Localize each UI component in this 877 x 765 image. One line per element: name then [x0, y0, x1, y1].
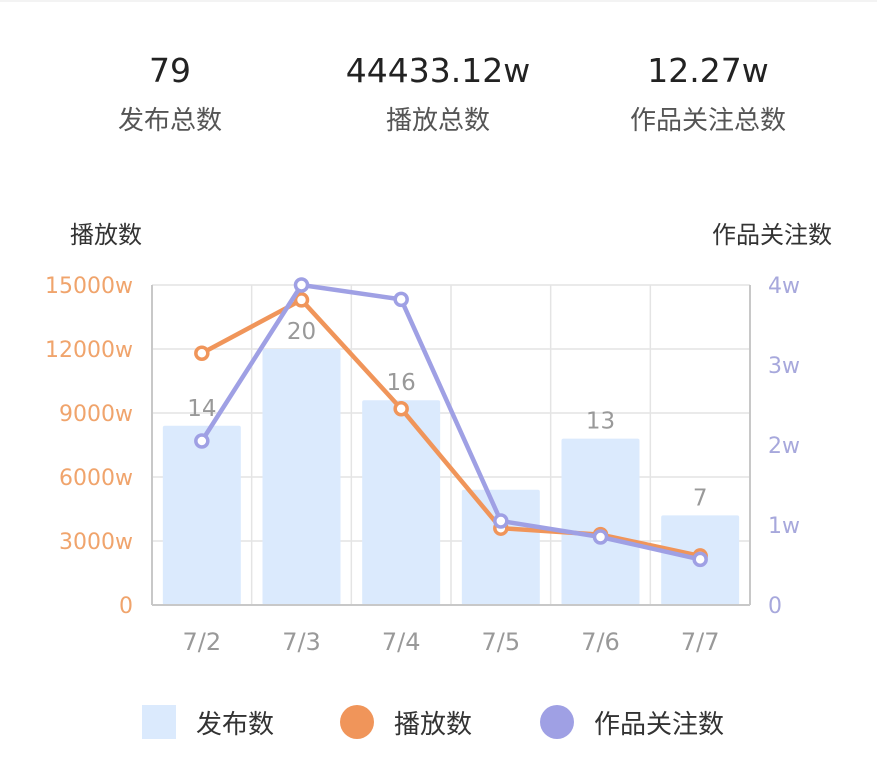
- stat-value: 44433.12w: [345, 51, 531, 90]
- x-axis-tick-label: 7/6: [581, 628, 620, 656]
- bar-data-label: 7: [693, 485, 708, 511]
- bar-7-2: [162, 425, 241, 605]
- legend-swatch-play: [340, 705, 374, 739]
- right-axis-tick-label: 4w: [768, 274, 800, 299]
- left-axis-tick-label: 9000w: [59, 402, 133, 427]
- top-divider: [0, 0, 877, 2]
- legend-label: 作品关注数: [594, 709, 725, 740]
- follow-point: [293, 277, 310, 293]
- follow-line: [199, 282, 701, 562]
- x-axis-tick-label: 7/2: [183, 628, 222, 656]
- stat-follow-total: 12.27w 作品关注总数: [578, 48, 838, 138]
- bar-7-6: [561, 438, 640, 605]
- left-axis-tick-label: 0: [119, 594, 133, 619]
- combo-chart: 播放数 作品关注数 0 3000w 6000w 9000w 12000w 15000w 0 1w 2…: [45, 221, 832, 656]
- stat-value: 79: [149, 51, 191, 90]
- right-axis-tick-label: 0: [768, 594, 782, 619]
- bar-7-3: [262, 349, 341, 605]
- stat-label: 发布总数: [117, 106, 222, 136]
- legend-label: 发布数: [196, 709, 275, 740]
- follow-point: [592, 529, 609, 545]
- left-axis-title: 播放数: [70, 221, 142, 249]
- play-point: [194, 345, 210, 362]
- x-axis-tick-label: 7/7: [681, 628, 720, 656]
- bar-7-4: [362, 400, 441, 605]
- x-axis-tick-label: 7/3: [282, 628, 321, 656]
- stat-value: 12.27w: [647, 51, 769, 90]
- left-axis-tick-label: 6000w: [59, 466, 133, 491]
- follow-point: [692, 551, 708, 568]
- legend-item-follow[interactable]: 作品关注数: [540, 700, 724, 744]
- x-axis-tick-label: 7/5: [482, 628, 521, 656]
- bar-data-label: 13: [586, 409, 615, 435]
- bar-data-label: 14: [187, 396, 216, 422]
- left-axis-tick-label: 12000w: [45, 338, 133, 363]
- x-axis-tick-label: 7/4: [382, 628, 421, 656]
- play-point: [293, 292, 310, 308]
- summary-stats: 79 发布总数 44433.12w 播放总数 12.27w 作品关注总数: [0, 48, 877, 158]
- chart-legend: 发布数 播放数 作品关注数: [0, 700, 877, 750]
- stat-label: 播放总数: [385, 106, 490, 136]
- legend-swatch-follow: [540, 705, 574, 739]
- left-axis-tick-label: 15000w: [45, 274, 133, 299]
- legend-swatch-publish: [142, 705, 176, 739]
- right-axis-title: 作品关注数: [712, 221, 832, 249]
- right-axis-tick-label: 1w: [768, 514, 800, 539]
- legend-label: 播放数: [394, 709, 473, 740]
- right-axis-tick-label: 2w: [768, 434, 800, 459]
- bar-data-label: 20: [287, 319, 316, 345]
- left-axis-tick-label: 3000w: [59, 530, 133, 555]
- bar-7-5: [461, 489, 540, 605]
- legend-item-play[interactable]: 播放数: [340, 700, 472, 744]
- right-axis-tick-label: 3w: [768, 354, 800, 379]
- stat-play-total: 44433.12w 播放总数: [308, 48, 568, 138]
- bar-data-label: 16: [387, 370, 416, 396]
- follow-point: [194, 433, 210, 449]
- stat-label: 作品关注总数: [629, 106, 786, 136]
- follow-point: [393, 291, 409, 308]
- legend-item-publish[interactable]: 发布数: [142, 700, 274, 744]
- play-point: [393, 400, 409, 417]
- stat-publish-total: 79 发布总数: [40, 48, 300, 138]
- follow-point: [493, 513, 509, 529]
